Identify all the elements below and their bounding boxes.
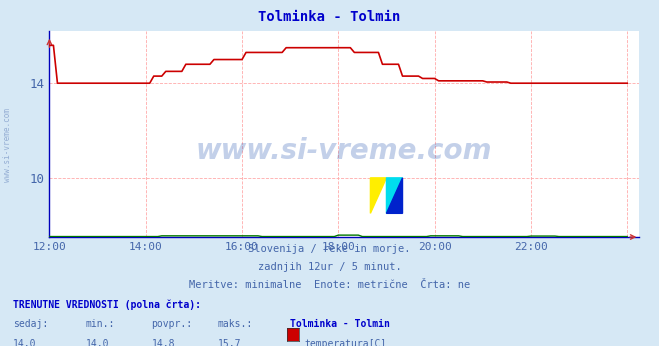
Text: Meritve: minimalne  Enote: metrične  Črta: ne: Meritve: minimalne Enote: metrične Črta:… [189, 280, 470, 290]
Text: 14,0: 14,0 [86, 339, 109, 346]
Polygon shape [386, 178, 403, 213]
Text: 14,8: 14,8 [152, 339, 175, 346]
Text: 14,0: 14,0 [13, 339, 37, 346]
Text: Tolminka - Tolmin: Tolminka - Tolmin [290, 319, 390, 329]
Text: www.si-vreme.com: www.si-vreme.com [196, 137, 492, 165]
Polygon shape [386, 178, 403, 213]
Text: zadnjih 12ur / 5 minut.: zadnjih 12ur / 5 minut. [258, 262, 401, 272]
Polygon shape [370, 178, 386, 213]
Text: 15,7: 15,7 [217, 339, 241, 346]
Text: Slovenija / reke in morje.: Slovenija / reke in morje. [248, 244, 411, 254]
Text: TRENUTNE VREDNOSTI (polna črta):: TRENUTNE VREDNOSTI (polna črta): [13, 299, 201, 310]
Text: povpr.:: povpr.: [152, 319, 192, 329]
Text: www.si-vreme.com: www.si-vreme.com [3, 108, 13, 182]
Text: maks.:: maks.: [217, 319, 252, 329]
Text: temperatura[C]: temperatura[C] [304, 339, 387, 346]
Text: Tolminka - Tolmin: Tolminka - Tolmin [258, 10, 401, 24]
Text: min.:: min.: [86, 319, 115, 329]
Text: sedaj:: sedaj: [13, 319, 48, 329]
